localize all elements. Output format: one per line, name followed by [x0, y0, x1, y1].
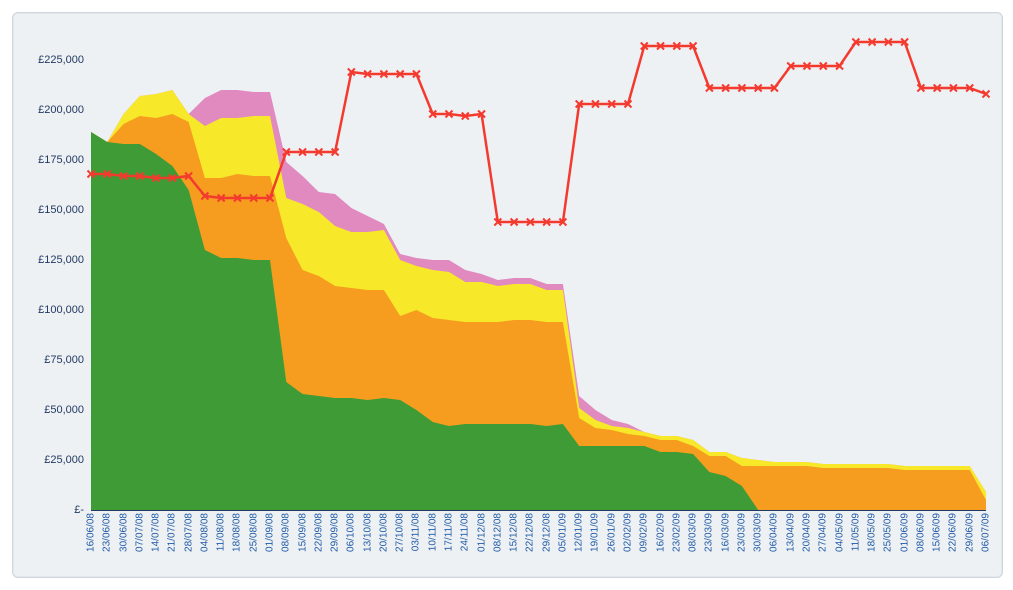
x-axis-label: 18/05/09 [867, 513, 878, 552]
y-axis-label: £100,000 [14, 304, 84, 316]
x-axis-label: 17/11/08 [444, 513, 455, 551]
x-axis-label: 16/06/08 [86, 513, 97, 552]
x-axis-label: 14/07/08 [151, 513, 162, 552]
x-axis-label: 09/02/09 [639, 513, 650, 552]
x-axis-label: 22/09/08 [313, 513, 324, 552]
x-axis-label: 18/08/08 [232, 513, 243, 552]
x-axis-label: 01/06/09 [899, 513, 910, 552]
x-axis-label: 13/10/08 [362, 513, 373, 552]
x-axis-label: 29/09/08 [330, 513, 341, 552]
x-axis-label: 04/05/09 [834, 513, 845, 552]
x-axis-label: 16/02/09 [655, 513, 666, 552]
x-axis-label: 19/01/09 [590, 513, 601, 552]
x-axis-label: 30/03/09 [753, 513, 764, 552]
x-axis-label: 04/08/08 [199, 513, 210, 552]
x-axis-label: 11/08/08 [216, 513, 227, 551]
x-axis-label: 23/02/09 [671, 513, 682, 552]
x-axis-label: 23/03/09 [736, 513, 747, 552]
x-axis-label: 26/01/09 [606, 513, 617, 552]
x-axis-label: 13/04/09 [785, 513, 796, 552]
y-axis-label: £- [14, 504, 84, 516]
x-axis-label: 11/05/09 [850, 513, 861, 551]
y-axis-label: £225,000 [14, 54, 84, 66]
x-axis-label: 01/09/08 [265, 513, 276, 552]
plot-area [91, 35, 986, 510]
x-axis-label: 06/10/08 [346, 513, 357, 552]
x-axis-label: 23/06/08 [102, 513, 113, 552]
x-axis-label: 06/04/09 [769, 513, 780, 552]
x-axis-label: 16/03/09 [720, 513, 731, 552]
y-axis-label: £50,000 [14, 404, 84, 416]
x-axis-label: 29/12/08 [541, 513, 552, 552]
y-axis-label: £75,000 [14, 354, 84, 366]
x-axis-label: 20/04/09 [802, 513, 813, 552]
x-axis-label: 15/09/08 [297, 513, 308, 552]
x-axis-label: 06/07/09 [981, 513, 992, 552]
x-axis-label: 08/12/08 [492, 513, 503, 552]
x-axis-label: 22/06/09 [948, 513, 959, 552]
x-axis-label: 30/06/08 [118, 513, 129, 552]
x-axis-label: 08/09/08 [281, 513, 292, 552]
x-axis-label: 25/05/09 [883, 513, 894, 552]
y-axis-label: £125,000 [14, 254, 84, 266]
x-axis-label: 24/11/08 [460, 513, 471, 551]
x-axis-label: 22/12/08 [525, 513, 536, 552]
y-axis-label: £150,000 [14, 204, 84, 216]
x-axis-label: 12/01/09 [574, 513, 585, 552]
x-axis-label: 08/03/09 [688, 513, 699, 552]
x-axis-label: 02/02/09 [623, 513, 634, 552]
x-axis-label: 05/01/09 [557, 513, 568, 552]
x-axis-label: 25/08/08 [248, 513, 259, 552]
x-axis-label: 01/12/08 [476, 513, 487, 552]
x-axis-label: 27/04/09 [818, 513, 829, 552]
x-axis-labels: 16/06/0823/06/0830/06/0807/07/0814/07/08… [91, 513, 986, 573]
x-axis-label: 21/07/08 [167, 513, 178, 552]
x-axis-label: 28/07/08 [183, 513, 194, 552]
y-axis-label: £25,000 [14, 454, 84, 466]
x-axis-label: 07/07/08 [134, 513, 145, 552]
x-axis-label: 29/06/09 [964, 513, 975, 552]
x-axis-label: 27/10/08 [395, 513, 406, 552]
x-axis-label: 10/11/08 [427, 513, 438, 551]
x-axis-label: 08/06/09 [915, 513, 926, 552]
y-axis-label: £175,000 [14, 154, 84, 166]
gridline [91, 510, 986, 511]
chart-svg [91, 35, 986, 510]
x-axis-label: 15/12/08 [509, 513, 520, 552]
y-axis-label: £200,000 [14, 104, 84, 116]
x-axis-label: 23/03/09 [704, 513, 715, 552]
chart-container: £- £25,000 £50,000 £75,000 £100,000 £125,000 £… [12, 12, 1003, 578]
x-axis-label: 15/06/09 [932, 513, 943, 552]
x-axis-label: 03/11/08 [411, 513, 422, 551]
x-axis-label: 20/10/08 [378, 513, 389, 552]
